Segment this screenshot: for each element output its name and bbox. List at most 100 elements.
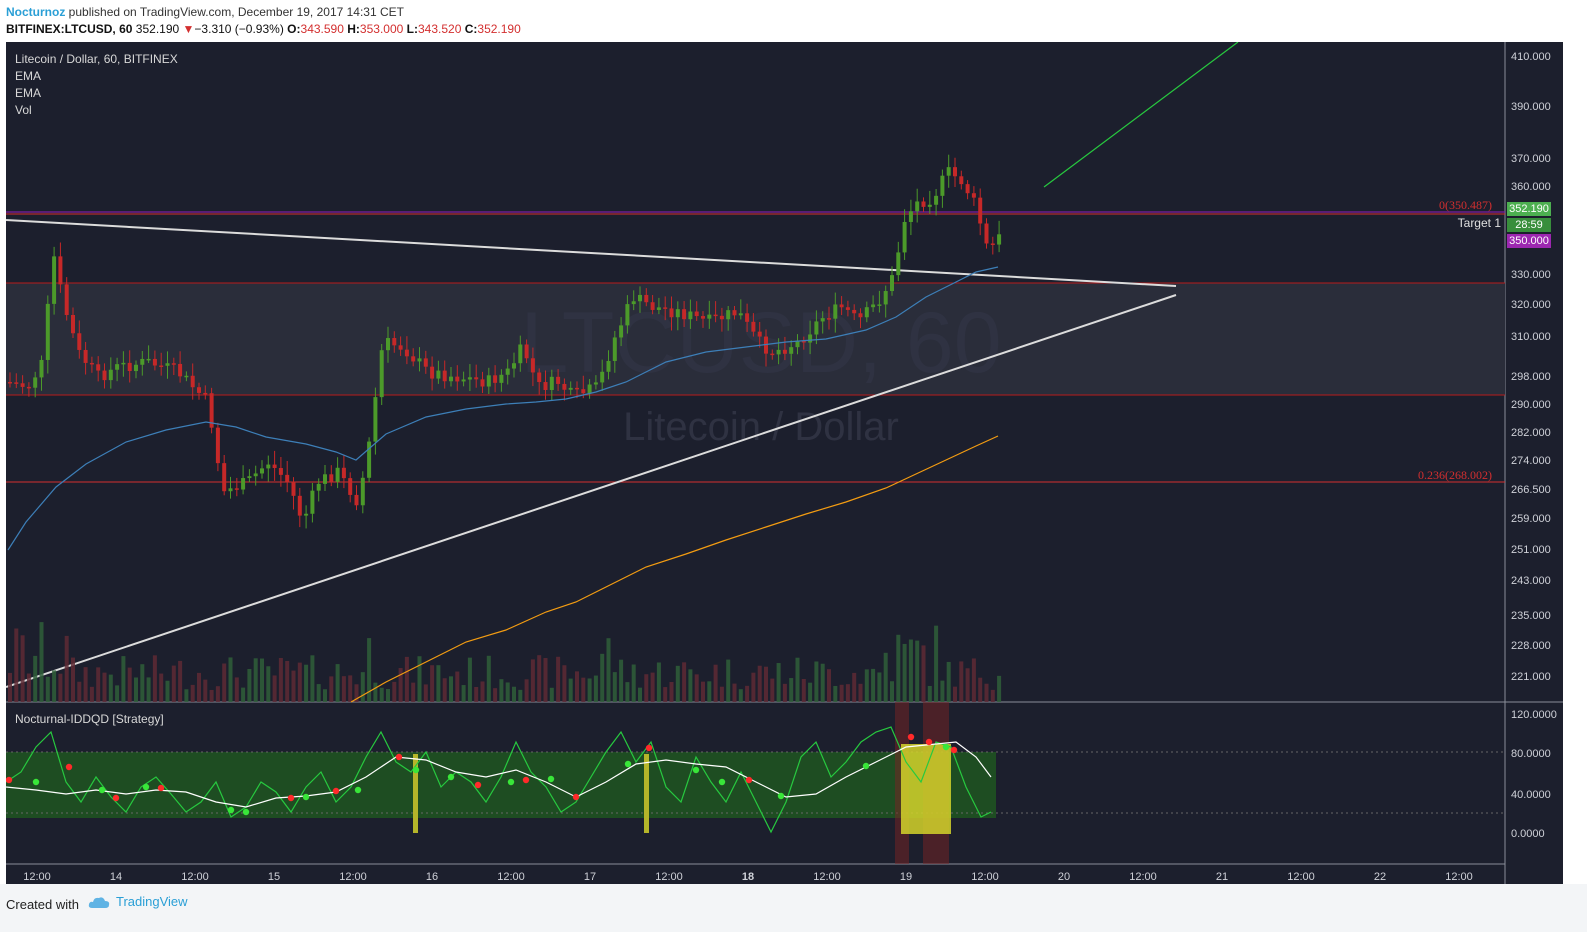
volume-bar	[934, 625, 939, 702]
volume-bar	[64, 635, 69, 702]
candle-body	[39, 359, 44, 378]
candle-body	[203, 392, 208, 395]
volume-bar	[858, 683, 863, 702]
volume-bar	[530, 659, 535, 702]
chart-canvas[interactable]: LTCUSD, 60 Litecoin / Dollar 0(350.487) …	[6, 42, 1563, 884]
legend-indicator[interactable]: Nocturnal-IDDQD [Strategy]	[15, 712, 164, 726]
ema-slow-line	[350, 435, 999, 703]
volume-bar	[354, 684, 359, 702]
osc-signal-bar-1	[413, 754, 418, 833]
time-tick-label: 12:00	[23, 871, 51, 883]
candle-body	[638, 294, 642, 302]
price-tick-label: 310.000	[1511, 331, 1551, 343]
buy-signal-dot	[242, 808, 250, 816]
time-tick-label: 19	[900, 871, 912, 883]
time-tick-label: 16	[426, 871, 438, 883]
candle-body	[751, 321, 756, 332]
volume-bar	[940, 680, 945, 702]
candle-body	[493, 375, 498, 383]
price-tick-label: 410.000	[1511, 51, 1551, 63]
buy-signal-dot	[942, 743, 950, 751]
candle-body	[839, 304, 844, 308]
candle-body	[197, 387, 201, 393]
candle-body	[738, 313, 743, 316]
volume-bar	[373, 682, 378, 702]
price-tick-label: 228.000	[1511, 640, 1551, 652]
publish-info: published on TradingView.com, December 1…	[68, 5, 404, 19]
candle-body	[612, 337, 617, 361]
brand-name[interactable]: TradingView	[116, 894, 188, 909]
volume-bar	[33, 655, 38, 702]
candle-body	[883, 291, 888, 305]
cloud-icon	[88, 896, 110, 908]
volume-bar	[921, 645, 926, 702]
candle-body	[316, 483, 321, 491]
volume-bar	[619, 659, 624, 702]
candle-body	[530, 358, 535, 373]
volume-bar	[108, 674, 113, 702]
candle-body	[190, 375, 195, 388]
candle-body	[997, 234, 1002, 245]
ascending-trendline[interactable]	[6, 294, 1177, 688]
chart-area[interactable]: LTCUSD, 60 Litecoin / Dollar 0(350.487) …	[6, 42, 1563, 884]
volume-bar	[102, 672, 107, 702]
buy-signal-dot	[692, 766, 700, 774]
high-label: H:	[347, 22, 360, 36]
volume-bar	[946, 661, 951, 702]
volume-bar	[801, 678, 806, 702]
candle-body	[348, 478, 353, 495]
candle-body	[934, 195, 939, 205]
candle-body	[461, 379, 466, 382]
volume-bar	[77, 681, 82, 702]
volume-bar	[864, 669, 869, 702]
legend-vol[interactable]: Vol	[15, 103, 32, 117]
price-tick-label: 274.000	[1511, 455, 1551, 467]
countdown-tag: 28:59	[1507, 218, 1551, 232]
candle-body	[971, 193, 976, 198]
candle-body	[89, 362, 94, 365]
legend-ema-1[interactable]: EMA	[15, 69, 42, 83]
volume-bar	[732, 683, 737, 702]
legend-ema-2[interactable]: EMA	[15, 86, 42, 100]
volume-bar	[713, 664, 718, 702]
price-axis[interactable]	[1505, 42, 1563, 884]
time-tick-label: 18	[742, 871, 754, 883]
volume-bar	[404, 656, 409, 702]
volume-bar	[518, 689, 523, 702]
volume-bar	[606, 638, 611, 702]
candle-body	[467, 377, 472, 380]
descending-trendline[interactable]	[6, 219, 1177, 287]
osc-slow-line	[6, 741, 992, 808]
candle-body	[386, 338, 390, 351]
candle-body	[165, 363, 170, 366]
price-tick-label: 390.000	[1511, 101, 1551, 113]
price-tick-label: 370.000	[1511, 153, 1551, 165]
volume-bar	[146, 677, 151, 702]
volume-bar	[171, 665, 176, 702]
osc-tick-label: 80.0000	[1511, 748, 1551, 760]
projection-line[interactable]	[1043, 42, 1239, 188]
sell-signal-dot	[645, 744, 653, 752]
candle-body	[215, 427, 220, 464]
tradingview-logo[interactable]: TradingView	[88, 894, 188, 909]
buy-signal-dot	[227, 806, 235, 814]
candle-body	[417, 358, 422, 362]
candle-body	[543, 382, 548, 391]
volume-bar	[782, 683, 787, 702]
buy-signal-dot	[302, 793, 310, 801]
candle-body	[423, 358, 428, 367]
candle-layer	[8, 154, 1002, 529]
candle-body	[782, 349, 787, 354]
candle-body	[474, 377, 479, 380]
candle-body	[575, 387, 579, 390]
author-link[interactable]: Nocturnoz	[6, 5, 66, 19]
time-tick-label: 21	[1216, 871, 1228, 883]
candle-body	[808, 334, 813, 343]
candle-body	[228, 488, 233, 492]
volume-bar	[247, 668, 252, 702]
price-tick-label: 266.500	[1511, 484, 1551, 496]
volume-bar	[537, 655, 542, 702]
volume-bar	[927, 685, 932, 702]
volume-bar	[398, 668, 403, 702]
candle-body	[234, 488, 239, 490]
